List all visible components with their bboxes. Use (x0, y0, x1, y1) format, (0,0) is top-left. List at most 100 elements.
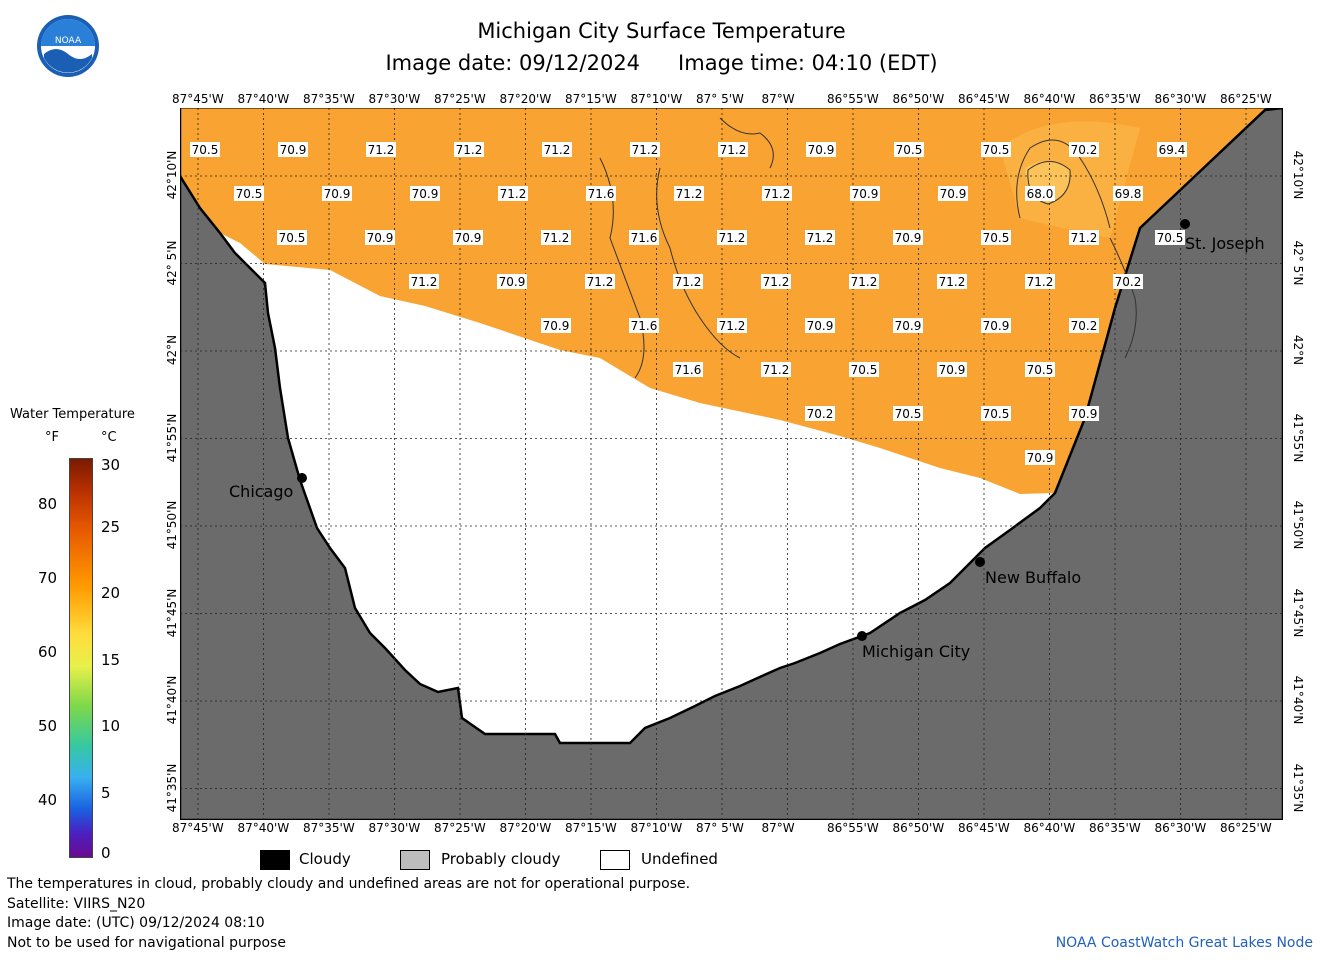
temp-value: 68.0 (1027, 187, 1054, 201)
footer-note: The temperatures in cloud, probably clou… (7, 876, 691, 892)
lat-tick: 41°50'N (1291, 500, 1305, 550)
temp-label: 71.2 (717, 318, 747, 333)
city-dot (975, 557, 985, 567)
lat-tick: 41°45'N (1291, 588, 1305, 637)
temp-value: 70.9 (895, 231, 922, 245)
temp-label: 71.2 (937, 274, 967, 289)
temp-value: 71.2 (500, 187, 527, 201)
temp-label: 71.2 (674, 186, 704, 201)
temp-label: 70.9 (893, 230, 923, 245)
temp-label: 71.2 (718, 142, 748, 157)
lon-tick: 87°10'W (630, 821, 683, 835)
temp-label: 68.0 (1025, 186, 1055, 201)
temp-value: 70.5 (983, 407, 1010, 421)
temp-value: 70.9 (412, 187, 439, 201)
temp-label: 71.2 (542, 142, 572, 157)
temp-value: 70.5 (1157, 231, 1184, 245)
unit-fahrenheit: °F (45, 430, 59, 445)
graticule (180, 108, 1283, 820)
lat-tick: 42°N (165, 334, 179, 366)
colorbar-c-label: 20 (101, 584, 121, 602)
lon-tick: 87°20'W (499, 821, 552, 835)
colorbar-f-label: 50 (38, 717, 58, 735)
noaa-logo: NOAA (37, 15, 99, 77)
temp-value: 71.2 (675, 275, 702, 289)
temp-value: 71.2 (763, 275, 790, 289)
temp-value: 71.2 (587, 275, 614, 289)
temp-label: 70.9 (410, 186, 440, 201)
temp-value: 70.2 (1071, 143, 1098, 157)
temp-value: 71.2 (763, 363, 790, 377)
probably-cloudy-swatch (400, 850, 430, 870)
temp-value: 69.4 (1159, 143, 1186, 157)
temp-label: 71.2 (409, 274, 439, 289)
temp-label: 71.2 (1069, 230, 1099, 245)
temp-label: 70.9 (278, 142, 308, 157)
temp-label: 71.2 (762, 186, 792, 201)
lon-tick: 87°35'W (303, 821, 355, 835)
lat-tick: 42° 5'N (165, 240, 179, 285)
undefined-label: Undefined (641, 850, 718, 868)
temp-value: 70.5 (279, 231, 306, 245)
temp-value: 71.6 (588, 187, 615, 201)
temp-label: 71.2 (805, 230, 835, 245)
footer-satellite: Satellite: VIIRS_N20 (7, 896, 146, 912)
lon-tick: 87°40'W (237, 92, 290, 106)
temp-label: 70.5 (981, 406, 1011, 421)
lon-tick: 86°30'W (1154, 92, 1207, 106)
temp-label: 71.2 (366, 142, 396, 157)
temp-label: 70.9 (850, 186, 880, 201)
temp-value: 71.2 (720, 143, 747, 157)
lon-tick: 87°15'W (565, 821, 617, 835)
temp-label: 71.2 (585, 274, 615, 289)
temp-label: 70.2 (805, 406, 835, 421)
temp-value: 70.9 (895, 319, 922, 333)
lon-tick: 87° 5'W (696, 92, 744, 106)
temp-value: 71.2 (411, 275, 438, 289)
temp-value: 70.5 (1027, 363, 1054, 377)
temp-value: 70.9 (499, 275, 526, 289)
temp-value: 71.2 (544, 143, 571, 157)
lon-tick: 87°45'W (172, 92, 224, 106)
temp-value: 70.5 (192, 143, 219, 157)
temperature-labels: 70.5 70.9 71.2 71.2 71.2 71.2 71.2 70.9 70.5 70.5… (190, 142, 1187, 465)
lon-tick: 86°35'W (1089, 92, 1141, 106)
temp-label: 70.9 (893, 318, 923, 333)
temp-label: 70.9 (981, 318, 1011, 333)
temp-value: 71.2 (1071, 231, 1098, 245)
temp-value: 71.2 (632, 143, 659, 157)
temp-label: 70.9 (1025, 450, 1055, 465)
lon-tick: 86°25'W (1220, 92, 1272, 106)
temp-label: 71.2 (849, 274, 879, 289)
image-time: Image time: 04:10 (EDT) (678, 51, 938, 75)
temp-label: 70.9 (806, 142, 836, 157)
temp-value: 71.2 (719, 319, 746, 333)
temp-value: 70.9 (1071, 407, 1098, 421)
temp-value: 69.8 (1115, 187, 1142, 201)
lon-tick: 87°30'W (368, 821, 421, 835)
city-dot (1180, 219, 1190, 229)
lon-tick: 87°45'W (172, 821, 224, 835)
map-subtitle: Image date: 09/12/2024 Image time: 04:10 … (0, 51, 1323, 75)
colorbar-f-label: 60 (38, 643, 58, 661)
colorbar-f-label: 70 (38, 569, 58, 587)
temp-value: 70.2 (1115, 275, 1142, 289)
temp-value: 70.5 (851, 363, 878, 377)
lat-tick: 41°55'N (1291, 413, 1305, 462)
temp-value: 71.2 (851, 275, 878, 289)
temp-label: 70.5 (849, 362, 879, 377)
lat-tick: 41°40'N (165, 675, 179, 725)
temp-value: 70.9 (543, 319, 570, 333)
temp-label: 71.2 (541, 230, 571, 245)
temp-value: 71.2 (764, 187, 791, 201)
lon-tick: 87°W (761, 821, 795, 835)
lat-tick: 41°35'N (165, 763, 179, 812)
svg-text:NOAA: NOAA (55, 36, 82, 46)
temp-value: 71.2 (719, 231, 746, 245)
temp-label: 70.5 (981, 142, 1011, 157)
temp-label: 70.9 (322, 186, 352, 201)
temp-value: 71.6 (675, 363, 702, 377)
lon-tick: 87°40'W (237, 821, 290, 835)
undefined-swatch (600, 850, 630, 870)
map-title: Michigan City Surface Temperature (477, 19, 846, 43)
